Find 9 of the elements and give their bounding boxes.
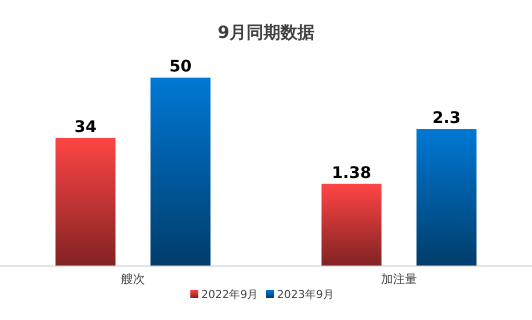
- data-label: 50: [169, 56, 192, 76]
- chart-title: 9月同期数据: [218, 23, 314, 43]
- x-tick-label: 艘次: [121, 272, 145, 286]
- data-label: 1.38: [332, 162, 372, 182]
- data-label: 34: [74, 116, 97, 136]
- legend-label: 2023年9月: [277, 288, 334, 301]
- data-label: 2.3: [432, 108, 461, 128]
- legend-label: 2022年9月: [201, 288, 258, 301]
- x-tick-label: 加注量: [381, 272, 417, 286]
